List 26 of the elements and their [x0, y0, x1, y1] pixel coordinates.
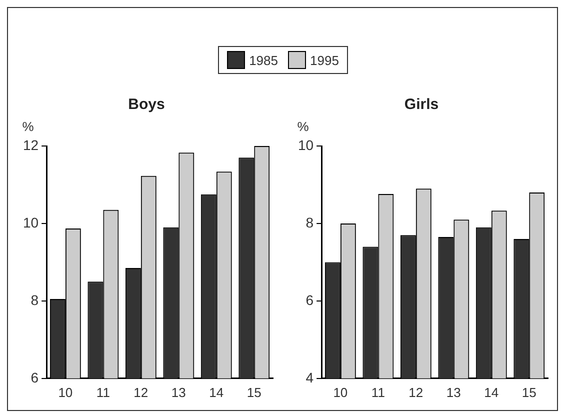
x-tick-label: 13: [446, 384, 461, 400]
x-tick-label: 15: [522, 384, 536, 400]
x-tick-label: 10: [58, 384, 73, 400]
x-tick-label: 11: [96, 384, 110, 400]
y-tick-label: 4: [306, 369, 314, 386]
legend-label: 1995: [310, 52, 339, 68]
x-tick-label: 11: [371, 384, 385, 400]
chart-title: Boys: [128, 96, 165, 114]
y-tick-label: 12: [22, 136, 39, 153]
x-tick-label: 12: [134, 384, 148, 400]
y-tick-label: 8: [306, 214, 314, 230]
x-tick-label: 12: [408, 384, 424, 400]
y-tick-label: 10: [22, 214, 39, 230]
y-tick-label: 6: [30, 369, 39, 386]
y-tick-label: 10: [298, 136, 314, 153]
y-axis-title: %: [297, 119, 310, 134]
x-tick-label: 13: [171, 384, 186, 400]
y-tick-label: 6: [306, 292, 314, 308]
x-tick-label: 10: [333, 384, 348, 400]
x-tick-label: 14: [484, 384, 499, 400]
legend-label: 1985: [249, 52, 278, 68]
y-tick-label: 8: [30, 292, 39, 308]
x-tick-label: 15: [246, 384, 262, 400]
y-axis-title: %: [22, 119, 34, 134]
x-tick-label: 14: [209, 384, 224, 400]
chart-title: Girls: [404, 96, 439, 114]
